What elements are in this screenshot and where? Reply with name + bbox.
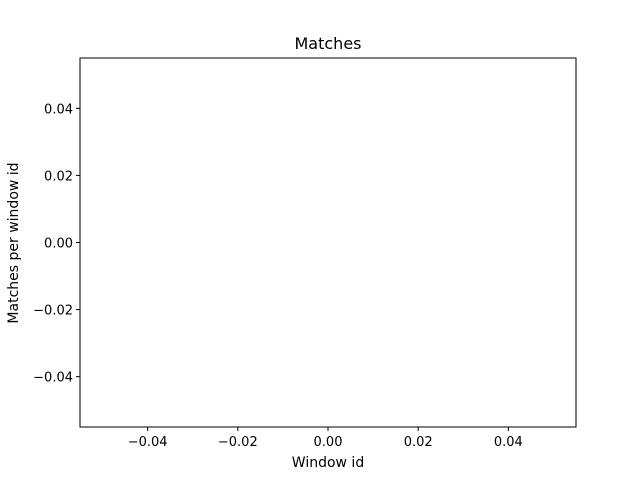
x-axis-ticks: −0.04 −0.02 0.00 0.02 0.04 (128, 427, 523, 450)
x-tick-label: −0.02 (218, 435, 258, 450)
x-tick-label: 0.02 (404, 435, 433, 450)
y-tick-label: −0.02 (33, 304, 73, 319)
chart-title: Matches (295, 34, 362, 53)
y-tick-label: 0.00 (44, 237, 73, 252)
x-axis-label: Window id (292, 455, 364, 471)
x-tick-label: 0.04 (494, 435, 523, 450)
plot-area (79, 57, 577, 428)
y-axis-label: Matches per window id (6, 162, 22, 323)
y-tick-label: 0.04 (44, 102, 73, 117)
y-tick-label: −0.04 (33, 371, 73, 386)
y-tick-label: 0.02 (44, 169, 73, 184)
y-axis-ticks: −0.04 −0.02 0.00 0.02 0.04 (33, 102, 80, 386)
x-tick-label: 0.00 (314, 435, 343, 450)
x-tick-label: −0.04 (128, 435, 168, 450)
